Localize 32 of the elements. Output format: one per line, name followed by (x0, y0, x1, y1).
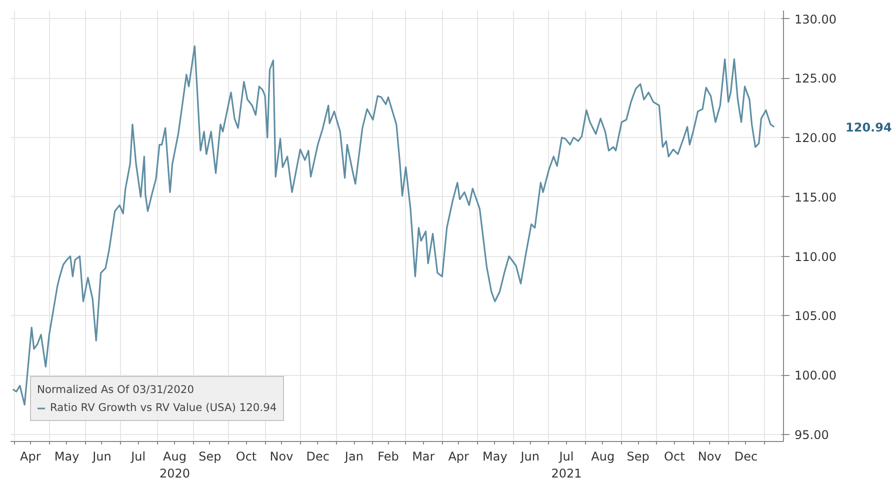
x-tick-label: Apr (20, 450, 41, 464)
x-tick-label: Jul (130, 450, 146, 464)
y-tick-label: 130.00 (794, 12, 836, 26)
text: 120.94 (846, 120, 892, 134)
y-tick-label: 105.00 (794, 309, 836, 324)
y-tick-label: 120.00 (794, 131, 836, 146)
legend-label: Ratio RV Growth vs RV Value (USA) 120.94 (50, 401, 277, 414)
x-tick-label: Sep (626, 450, 650, 464)
x-tick-label: Jan (344, 450, 364, 464)
legend-title: Normalized As Of 03/31/2020 (37, 383, 195, 396)
x-tick-label: Feb (378, 450, 399, 464)
x-tick-label: May (54, 450, 80, 464)
x-tick-label: Aug 2020 (159, 450, 190, 480)
x-tick-label: Sep (198, 450, 222, 464)
x-tick-label: Nov (270, 450, 294, 464)
x-tick-label: Apr (448, 450, 470, 464)
y-tick-label: 110.00 (794, 250, 836, 264)
x-tick-label: Jul 2021 (551, 450, 582, 480)
y-tick-label: 115.00 (794, 190, 836, 204)
x-tick-label: May (482, 450, 508, 464)
x-tick-label: Dec (734, 450, 758, 464)
y-tick-label: 125.00 (794, 72, 836, 86)
x-tick-label: Aug (591, 450, 615, 464)
x-tick-label: Jun (92, 450, 112, 464)
x-tick-label: Mar (412, 450, 435, 464)
x-tick-label: Nov (698, 450, 722, 464)
x-tick-label: Dec (306, 450, 330, 464)
y-tick-label: 95.00 (794, 428, 829, 442)
x-tick-label: Oct (664, 450, 686, 464)
x-tick-label: Jun (520, 450, 540, 464)
y-tick-label: 100.00 (794, 368, 836, 383)
x-tick-label: Oct (236, 450, 257, 464)
